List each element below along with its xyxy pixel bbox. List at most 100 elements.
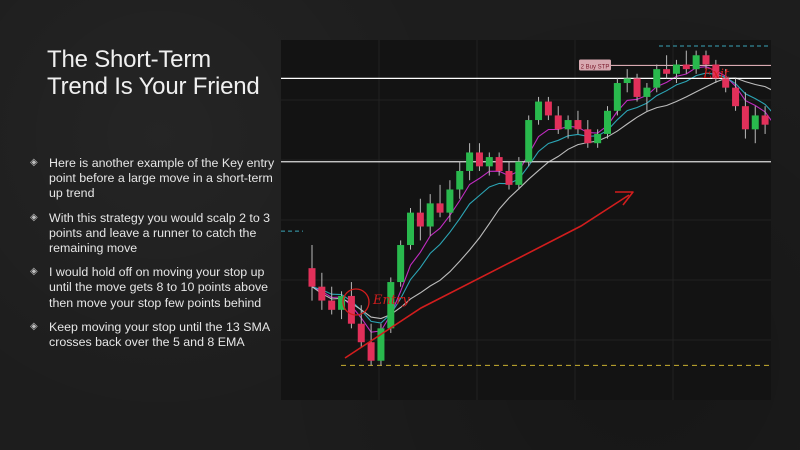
candle-body <box>761 115 769 125</box>
candle <box>663 55 671 79</box>
candle-body <box>692 55 700 70</box>
candle <box>328 286 336 315</box>
candle-body <box>397 245 405 283</box>
candle <box>495 152 503 176</box>
bullet-text: Keep moving your stop until the 13 SMA c… <box>49 319 270 350</box>
candle-body <box>732 87 740 107</box>
chart-canvas: 2 Buy STP Entry Exit <box>281 40 771 400</box>
candle-body <box>436 203 444 213</box>
candle <box>741 92 749 139</box>
candle-body <box>574 120 582 130</box>
candle <box>722 69 730 93</box>
candle-body <box>387 282 395 329</box>
bullet-item: ◈ Keep moving your stop until the 13 SMA… <box>30 320 278 350</box>
bullet-list: ◈ Here is another example of the Key ent… <box>30 156 278 359</box>
candle <box>407 208 414 250</box>
slide-title: The Short-Term Trend Is Your Friend <box>47 46 260 100</box>
candle <box>446 180 454 222</box>
candle <box>751 106 759 144</box>
diamond-bullet-icon: ◈ <box>30 211 38 223</box>
candle-body <box>702 55 710 65</box>
candle-body <box>554 115 562 130</box>
bullet-text: I would hold off on moving your stop up … <box>49 265 269 310</box>
candle <box>544 96 552 121</box>
candle-body <box>475 152 483 167</box>
candle <box>643 83 651 111</box>
candle-body <box>485 157 493 167</box>
candle-body <box>613 83 621 111</box>
candle <box>574 110 582 134</box>
candle-body <box>525 120 533 162</box>
candle-body <box>604 110 611 134</box>
level-label-box <box>579 59 611 71</box>
candle <box>761 106 769 134</box>
candle <box>318 272 326 310</box>
candle-body <box>407 212 414 246</box>
bullet-text: Here is another example of the Key entry… <box>49 156 275 201</box>
candle-body <box>741 106 749 130</box>
candle-body <box>564 120 572 130</box>
candle-body <box>663 69 671 74</box>
candle <box>377 323 385 366</box>
candle <box>702 50 710 70</box>
candle <box>535 96 543 125</box>
bullet-item: ◈ With this strategy you would scalp 2 t… <box>30 211 278 257</box>
candle <box>426 194 434 236</box>
candle <box>525 115 533 167</box>
entry-circle <box>342 288 370 316</box>
candle <box>456 161 464 199</box>
bullet-item: ◈ Here is another example of the Key ent… <box>30 156 278 202</box>
candle-body <box>535 101 543 121</box>
bullet-text: With this strategy you would scalp 2 to … <box>49 210 271 256</box>
candle <box>732 78 740 111</box>
candle <box>623 69 631 93</box>
candle-body <box>584 129 592 144</box>
candle-body <box>672 64 680 74</box>
candle <box>594 129 602 148</box>
candle <box>485 152 493 176</box>
diamond-bullet-icon: ◈ <box>30 266 38 278</box>
candle <box>554 106 562 134</box>
candle-body <box>338 295 346 310</box>
candle <box>475 143 483 171</box>
candle-body <box>594 133 602 144</box>
trend-arrow-head <box>615 191 634 206</box>
candle-body <box>643 87 651 97</box>
candle <box>338 291 346 320</box>
candle-body <box>357 323 365 343</box>
candle-body <box>682 64 690 70</box>
candle-body <box>466 152 474 171</box>
candle-body <box>426 203 434 227</box>
candle <box>505 161 513 190</box>
candle <box>613 78 621 116</box>
candle-body <box>377 328 385 361</box>
candle <box>564 115 572 139</box>
bullet-item: ◈ I would hold off on moving your stop u… <box>30 265 278 311</box>
exit-annotation: Exit <box>702 67 730 82</box>
candle-body <box>367 342 375 361</box>
candle-body <box>544 101 552 116</box>
diamond-bullet-icon: ◈ <box>30 320 38 332</box>
candle <box>604 106 611 139</box>
candle-body <box>623 78 631 84</box>
candle-body <box>751 115 759 130</box>
level-label: 2 Buy STP <box>579 59 611 71</box>
candle-body <box>505 170 513 185</box>
candle-body <box>328 300 336 310</box>
candle <box>584 120 592 148</box>
candle <box>466 143 474 181</box>
candle <box>416 198 424 241</box>
candle-body <box>495 157 503 171</box>
candle <box>308 245 316 301</box>
candle <box>397 240 405 287</box>
candle <box>633 73 641 102</box>
candle <box>692 50 700 74</box>
candle-body <box>446 189 454 213</box>
candle <box>682 50 690 74</box>
candle-body <box>347 295 355 324</box>
candle-body <box>722 78 730 88</box>
candle <box>712 59 720 84</box>
entry-annotation: Entry <box>372 293 410 308</box>
candle <box>653 64 661 93</box>
candle-body <box>416 212 424 227</box>
